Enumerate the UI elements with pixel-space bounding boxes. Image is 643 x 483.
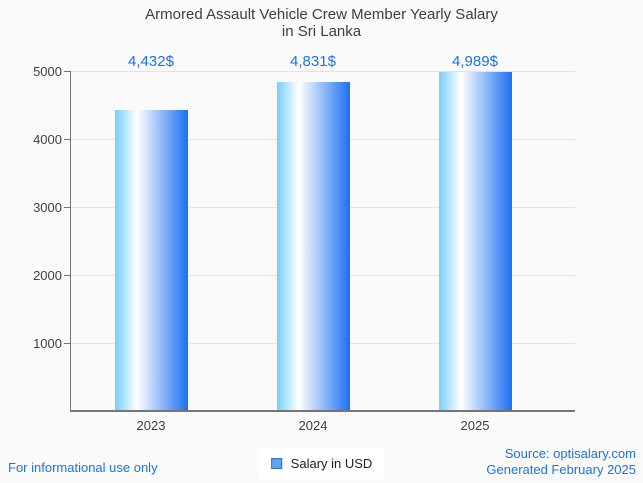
y-tick-5000 bbox=[64, 70, 70, 72]
y-tick-3000 bbox=[64, 206, 70, 208]
x-axis-label-2024: 2024 bbox=[298, 418, 328, 433]
bar-2025 bbox=[438, 71, 512, 410]
y-axis-label-3000: 3000 bbox=[33, 200, 62, 215]
x-axis bbox=[70, 410, 575, 412]
y-tick-4000 bbox=[64, 138, 70, 140]
chart-legend: Salary in USD bbox=[258, 448, 385, 479]
chart-title-line1: Armored Assault Vehicle Crew Member Year… bbox=[145, 6, 498, 23]
legend-swatch-icon bbox=[270, 458, 282, 469]
y-axis-label-2000: 2000 bbox=[33, 268, 62, 283]
source-block: Source: optisalary.com Generated Februar… bbox=[486, 446, 636, 478]
source-text: Source: optisalary.com bbox=[504, 446, 636, 461]
x-axis-label-2025: 2025 bbox=[460, 418, 490, 433]
y-axis-label-1000: 1000 bbox=[33, 336, 62, 351]
x-axis-label-2023: 2023 bbox=[136, 418, 166, 433]
chart-title: Armored Assault Vehicle Crew Member Year… bbox=[0, 6, 643, 40]
generated-text: Generated February 2025 bbox=[486, 462, 636, 477]
value-label-2025: 4,989$ bbox=[452, 53, 498, 70]
y-tick-1000 bbox=[64, 342, 70, 344]
value-label-2024: 4,831$ bbox=[290, 53, 336, 70]
y-tick-2000 bbox=[64, 274, 70, 276]
y-axis-label-5000: 5000 bbox=[33, 64, 62, 79]
disclaimer-text: For informational use only bbox=[8, 460, 158, 475]
value-label-2023: 4,432$ bbox=[128, 53, 174, 70]
bar-2024 bbox=[276, 82, 350, 410]
chart-title-line2: in Sri Lanka bbox=[281, 23, 362, 40]
y-axis-label-4000: 4000 bbox=[33, 132, 62, 147]
gridline-5000 bbox=[70, 70, 575, 72]
bar-2023 bbox=[114, 109, 188, 410]
legend-label: Salary in USD bbox=[290, 456, 373, 471]
y-axis bbox=[70, 71, 71, 411]
